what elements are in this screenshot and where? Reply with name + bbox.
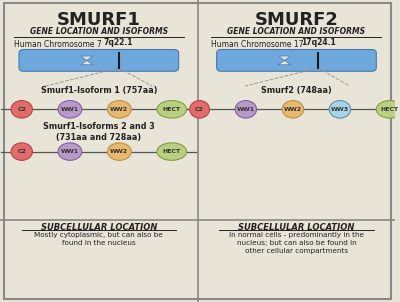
Ellipse shape (235, 101, 256, 118)
FancyBboxPatch shape (217, 50, 376, 71)
Text: WW2: WW2 (110, 107, 128, 112)
Text: GENE LOCATION AND ISOFORMS: GENE LOCATION AND ISOFORMS (227, 27, 366, 36)
Text: HECT: HECT (163, 107, 181, 112)
Text: 7q22.1: 7q22.1 (104, 37, 133, 47)
Text: SUBCELLULAR LOCATION: SUBCELLULAR LOCATION (238, 223, 355, 232)
Text: C2: C2 (195, 107, 204, 112)
Text: Human Chromosome 7: Human Chromosome 7 (14, 40, 102, 49)
Text: SMURF1: SMURF1 (57, 11, 141, 29)
Text: WW2: WW2 (284, 107, 302, 112)
Text: HECT: HECT (381, 107, 399, 112)
Ellipse shape (58, 101, 82, 118)
Text: GENE LOCATION AND ISOFORMS: GENE LOCATION AND ISOFORMS (30, 27, 168, 36)
Ellipse shape (190, 101, 210, 118)
Text: SMURF2: SMURF2 (254, 11, 338, 29)
Text: Smurf1-Isoforms 2 and 3
(731aa and 728aa): Smurf1-Isoforms 2 and 3 (731aa and 728aa… (43, 122, 155, 142)
Text: WW3: WW3 (331, 107, 349, 112)
Polygon shape (81, 56, 93, 65)
Ellipse shape (376, 101, 400, 118)
Text: WW2: WW2 (110, 149, 128, 154)
Text: SUBCELLULAR LOCATION: SUBCELLULAR LOCATION (41, 223, 157, 232)
Text: Smurf2 (748aa): Smurf2 (748aa) (261, 86, 332, 95)
Text: HECT: HECT (163, 149, 181, 154)
Text: WW1: WW1 (61, 149, 79, 154)
Ellipse shape (11, 101, 32, 118)
Ellipse shape (108, 143, 131, 160)
Text: Smurf1-Isoform 1 (757aa): Smurf1-Isoform 1 (757aa) (40, 86, 157, 95)
Text: Human Chromosome 17: Human Chromosome 17 (212, 40, 304, 49)
Ellipse shape (108, 101, 131, 118)
Ellipse shape (157, 143, 186, 160)
FancyBboxPatch shape (19, 50, 179, 71)
Text: C2: C2 (17, 149, 26, 154)
Text: C2: C2 (17, 107, 26, 112)
Ellipse shape (282, 101, 304, 118)
Text: 17q24.1: 17q24.1 (301, 37, 336, 47)
Text: WW1: WW1 (61, 107, 79, 112)
Ellipse shape (329, 101, 351, 118)
Text: Mostly cytoplasmic, but can also be
found in the nucleus: Mostly cytoplasmic, but can also be foun… (34, 232, 163, 246)
Ellipse shape (11, 143, 32, 160)
FancyBboxPatch shape (4, 3, 391, 299)
Text: In normal cells - predominantly in the
nucleus; but can also be found in
other c: In normal cells - predominantly in the n… (229, 232, 364, 254)
Text: WW1: WW1 (237, 107, 255, 112)
Ellipse shape (157, 101, 186, 118)
Polygon shape (278, 56, 290, 65)
Ellipse shape (58, 143, 82, 160)
